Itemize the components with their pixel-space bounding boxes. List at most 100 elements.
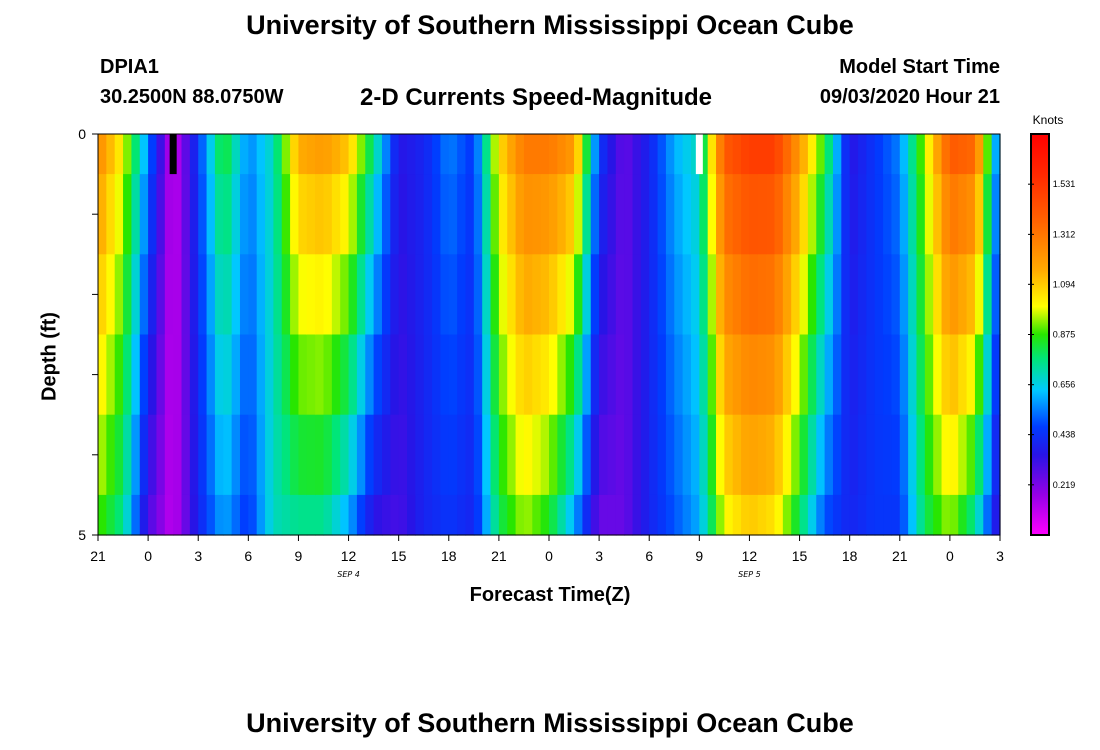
heatmap-cell [423,334,433,416]
heatmap-cell [716,334,725,416]
heatmap-cell [874,134,884,175]
heatmap-cell [448,134,458,175]
heatmap-cell [732,174,742,255]
heatmap-cell [657,414,667,496]
heatmap-cell [858,134,867,175]
heatmap-cell [590,494,600,536]
heatmap-cell [490,174,500,255]
heatmap-cell [231,334,241,416]
heatmap-cell [891,174,901,255]
heatmap-cell [607,174,617,255]
heatmap-cell [582,494,592,536]
heatmap-cell [239,254,249,336]
station-id: DPIA1 [100,56,159,78]
page-title: University of Southern Mississippi Ocean… [246,10,854,40]
heatmap-cell [974,494,984,536]
heatmap-cell [490,134,500,175]
colorbar-tick-label: 0.219 [1053,480,1076,490]
heatmap-cell [223,494,233,536]
heatmap-cell [398,134,408,175]
heatmap-cell [306,254,316,336]
heatmap-cell [849,494,859,536]
heatmap-cell [106,414,116,496]
heatmap-cell [281,334,291,416]
heatmap-cell [724,494,734,536]
heatmap-cell [114,414,124,496]
heatmap-cell [432,494,442,536]
heatmap-cell [256,414,266,496]
heatmap-cell [373,334,383,416]
heatmap-cell [707,174,717,255]
heatmap-cell [340,174,350,255]
heatmap-cell [348,134,358,175]
heatmap-cell [164,414,174,496]
heatmap-cell [432,334,442,416]
heatmap-cell [866,254,876,336]
x-tick-label: 3 [595,548,603,564]
heatmap-cell [181,334,191,416]
heatmap-cell [899,134,909,175]
heatmap-cell [582,414,592,496]
heatmap-cell [690,414,700,496]
heatmap-cell [173,414,183,496]
heatmap-cell [440,494,450,536]
heatmap-cell [156,254,166,336]
heatmap-cell [557,174,567,255]
heatmap-cell [373,494,383,536]
heatmap-cell [899,174,909,255]
heatmap-cell [916,254,926,336]
heatmap-cell [732,134,742,175]
heatmap-cell [974,334,984,416]
heatmap-cell [265,414,274,496]
heatmap-cell [883,254,893,336]
heatmap-cell [774,414,784,496]
heatmap-cell [239,334,249,416]
heatmap-cell [323,334,333,416]
heatmap-cell [415,494,425,536]
heatmap-cell [523,414,533,496]
heatmap-cell [440,414,450,496]
heatmap-cell [373,134,383,175]
heatmap-cell [924,134,934,175]
heatmap-cell [741,174,751,255]
heatmap-cell [724,174,734,255]
heatmap-cell [665,134,675,175]
heatmap-cell [607,334,617,416]
heatmap-cell [699,334,709,416]
heatmap-cell [173,174,183,255]
heatmap-cell [757,254,767,336]
heatmap-cell [540,334,550,416]
heatmap-cell [816,494,826,536]
heatmap-cell [114,254,124,336]
heatmap-cell [607,414,617,496]
heatmap-cell [139,174,149,255]
heatmap-cell [498,174,508,255]
heatmap-cell [949,174,959,255]
heatmap-cell [465,174,475,255]
heatmap-cell [148,134,158,175]
x-tick-label: 12 [742,548,758,564]
heatmap-cell [966,334,976,416]
heatmap-cell [774,174,784,255]
heatmap-cell [114,334,124,416]
heatmap-cell [741,334,751,416]
heatmap-cell [281,494,291,536]
heatmap-cell [690,494,700,536]
heatmap-cell [114,174,124,255]
heatmap-cell [290,254,300,336]
heatmap-cell [908,494,918,536]
heatmap-cell [816,254,826,336]
heatmap-cell [716,494,725,536]
heatmap-cell [206,174,216,255]
heatmap-cell [908,254,918,336]
heatmap-cell [98,494,107,536]
heatmap-cell [532,414,542,496]
heatmap-cell [290,494,300,536]
heatmap-cell [791,134,801,175]
heatmap-cell [515,334,525,416]
heatmap-cell [707,494,717,536]
heatmap-cell [916,414,926,496]
heatmap-cell [298,134,308,175]
heatmap-cell [599,414,609,496]
heatmap-cell [958,254,968,336]
